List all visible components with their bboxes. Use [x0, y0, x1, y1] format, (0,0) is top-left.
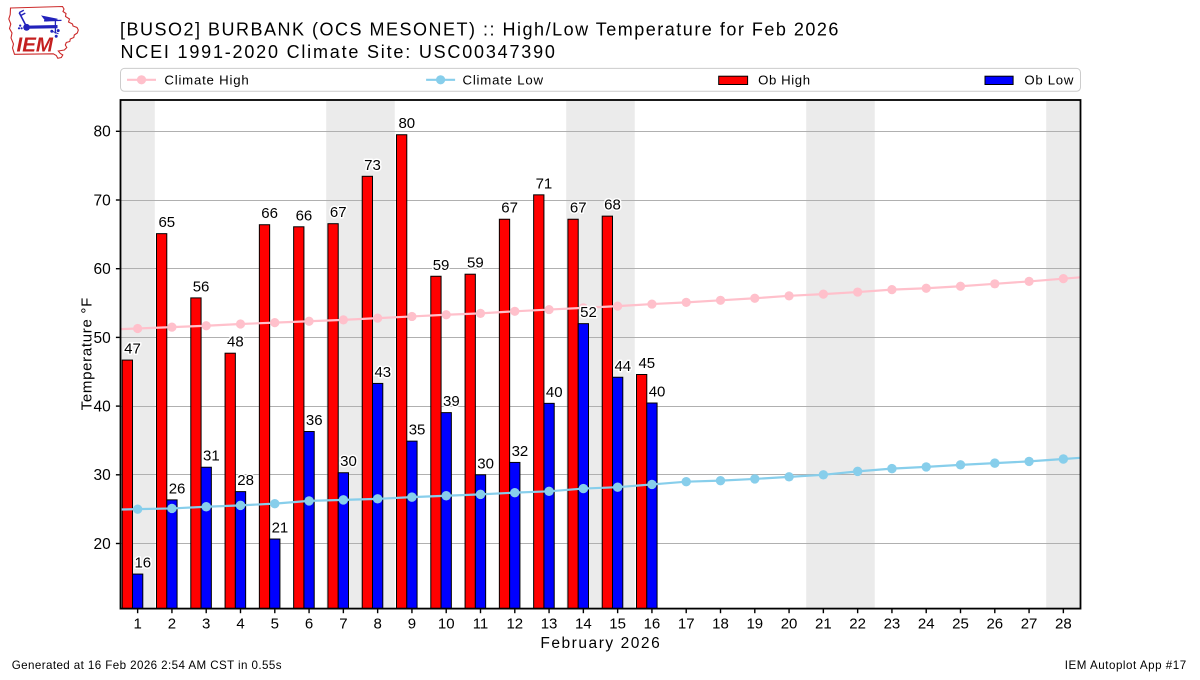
svg-text:30: 30 [94, 467, 112, 484]
svg-text:7: 7 [339, 615, 347, 632]
svg-text:44: 44 [614, 358, 631, 375]
svg-text:35: 35 [409, 422, 426, 439]
svg-text:47: 47 [124, 341, 141, 358]
svg-text:71: 71 [536, 175, 553, 192]
svg-text:30: 30 [340, 453, 357, 470]
svg-text:60: 60 [94, 261, 112, 278]
svg-text:11: 11 [473, 615, 489, 632]
svg-text:22: 22 [849, 615, 866, 632]
svg-text:26: 26 [169, 480, 186, 497]
svg-text:12: 12 [506, 615, 523, 632]
svg-text:NCEI 1991-2020 Climate Site: U: NCEI 1991-2020 Climate Site: USC00347390 [121, 42, 557, 62]
svg-text:36: 36 [306, 412, 323, 429]
svg-text:80: 80 [94, 124, 112, 141]
svg-text:28: 28 [237, 472, 254, 489]
svg-text:67: 67 [570, 200, 587, 217]
svg-text:70: 70 [94, 192, 112, 209]
svg-text:50: 50 [94, 330, 112, 347]
svg-text:45: 45 [638, 355, 655, 372]
svg-text:20: 20 [781, 615, 798, 632]
svg-text:18: 18 [712, 615, 729, 632]
svg-text:25: 25 [952, 615, 969, 632]
svg-text:2: 2 [168, 615, 176, 632]
svg-text:15: 15 [609, 615, 626, 632]
svg-text:13: 13 [541, 615, 558, 632]
svg-text:66: 66 [261, 205, 278, 222]
svg-text:24: 24 [918, 615, 935, 632]
svg-text:26: 26 [986, 615, 1003, 632]
svg-text:Temperature °F: Temperature °F [79, 297, 96, 410]
svg-text:39: 39 [443, 393, 460, 410]
svg-text:67: 67 [330, 204, 347, 221]
svg-text:21: 21 [272, 520, 289, 537]
svg-text:52: 52 [580, 304, 597, 321]
svg-text:3: 3 [202, 615, 210, 632]
svg-text:16: 16 [644, 615, 661, 632]
svg-text:27: 27 [1021, 615, 1038, 632]
svg-text:23: 23 [884, 615, 901, 632]
svg-text:21: 21 [815, 615, 832, 632]
svg-text:1: 1 [133, 615, 141, 632]
svg-text:59: 59 [467, 255, 484, 272]
svg-text:20: 20 [94, 536, 112, 553]
svg-text:14: 14 [575, 615, 592, 632]
svg-text:40: 40 [546, 384, 563, 401]
svg-text:IEM: IEM [17, 34, 54, 57]
svg-text:30: 30 [477, 455, 494, 472]
svg-text:17: 17 [678, 615, 695, 632]
svg-text:80: 80 [398, 115, 415, 132]
svg-text:19: 19 [746, 615, 763, 632]
svg-text:10: 10 [438, 615, 455, 632]
svg-text:Ob Low: Ob Low [1024, 72, 1074, 87]
svg-text:40: 40 [649, 384, 666, 401]
svg-text:56: 56 [193, 278, 210, 295]
svg-text:8: 8 [373, 615, 381, 632]
svg-text:Climate High: Climate High [164, 72, 249, 87]
svg-text:IEM Autoplot App #17: IEM Autoplot App #17 [1065, 659, 1187, 672]
svg-text:6: 6 [305, 615, 313, 632]
svg-text:Generated at 16 Feb 2026 2:54: Generated at 16 Feb 2026 2:54 AM CST in … [12, 659, 282, 672]
svg-text:Ob High: Ob High [758, 72, 811, 87]
svg-text:31: 31 [203, 448, 220, 465]
svg-text:4: 4 [236, 615, 244, 632]
svg-text:66: 66 [296, 207, 313, 224]
svg-text:February 2026: February 2026 [540, 635, 661, 652]
svg-text:73: 73 [364, 157, 381, 174]
svg-text:32: 32 [512, 443, 529, 460]
svg-text:40: 40 [94, 399, 112, 416]
svg-text:48: 48 [227, 334, 244, 351]
svg-text:65: 65 [158, 214, 175, 231]
svg-text:28: 28 [1055, 615, 1072, 632]
svg-text:5: 5 [271, 615, 279, 632]
svg-text:59: 59 [433, 257, 450, 274]
svg-text:16: 16 [134, 555, 151, 572]
svg-text:[BUSO2] BURBANK (OCS MESONET): [BUSO2] BURBANK (OCS MESONET) :: High/Lo… [120, 20, 840, 40]
svg-text:Climate Low: Climate Low [463, 72, 544, 87]
svg-text:68: 68 [604, 197, 621, 214]
svg-text:67: 67 [501, 200, 518, 217]
svg-text:43: 43 [374, 364, 391, 381]
svg-text:9: 9 [408, 615, 416, 632]
